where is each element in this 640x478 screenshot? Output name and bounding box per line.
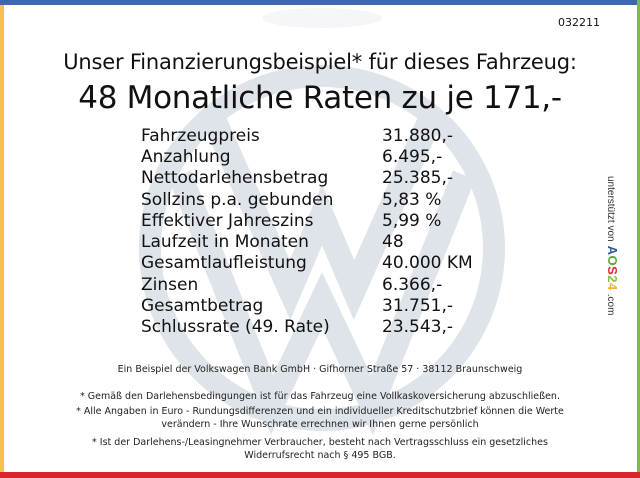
logo-letter-a: A — [605, 245, 620, 256]
footnote-values-line2: verändern - Ihre Wunschrate errechnen wi… — [161, 419, 479, 430]
logo-digit-2: 2 — [605, 275, 620, 284]
frame-left-border — [0, 5, 4, 472]
row-label: Laufzeit in Monaten — [141, 232, 309, 253]
row-label: Zinsen — [141, 274, 199, 295]
table-row: Zinsen 6.366,- — [141, 274, 473, 295]
table-row: Fahrzeugpreis 31.880,- — [141, 125, 473, 146]
footnote-withdrawal-line1: * Ist der Darlehens-/Leasingnehmer Verbr… — [92, 437, 548, 448]
supported-by-aos24: unterstützt von AOS24 .com — [605, 176, 620, 315]
row-label: Fahrzeugpreis — [141, 125, 260, 146]
row-value: 31.751,- — [382, 296, 454, 317]
headline-subtitle: Unser Finanzierungsbeispiel* für dieses … — [63, 50, 577, 74]
footnote-insurance: * Gemäß den Darlehensbedingungen ist für… — [80, 391, 560, 402]
table-row: Gesamtbetrag 31.751,- — [141, 295, 473, 316]
aos24-logo-icon: AOS24 — [605, 246, 620, 291]
row-label: Gesamtbetrag — [141, 296, 264, 317]
row-value: 31.880,- — [382, 125, 454, 146]
row-value: 5,99 % — [382, 210, 442, 231]
frame-bottom-border — [0, 472, 640, 478]
logo-letter-s: S — [605, 266, 620, 276]
row-label: Gesamtlaufleistung — [141, 253, 307, 274]
row-value: 25.385,- — [382, 168, 454, 189]
row-label: Anzahlung — [141, 146, 231, 167]
row-label: Nettodarlehensbetrag — [141, 168, 329, 189]
row-value: 6.495,- — [382, 146, 443, 167]
table-row: Sollzins p.a. gebunden 5,83 % — [141, 189, 473, 210]
footnote-values-line1: * Alle Angaben in Euro - Rundungsdiffere… — [76, 406, 564, 417]
table-row: Laufzeit in Monaten 48 — [141, 231, 473, 252]
footnote-withdrawal: * Ist der Darlehens-/Leasingnehmer Verbr… — [20, 436, 620, 462]
table-row: Anzahlung 6.495,- — [141, 146, 473, 167]
frame-top-border — [0, 0, 640, 5]
row-label: Schlussrate (49. Rate) — [141, 317, 330, 338]
row-value: 23.543,- — [382, 317, 454, 338]
row-value: 48 — [382, 232, 404, 253]
logo-digit-4: 4 — [605, 283, 620, 291]
row-value: 40.000 KM — [382, 253, 473, 274]
row-label: Effektiver Jahreszins — [141, 210, 314, 231]
table-row: Schlussrate (49. Rate) 23.543,- — [141, 317, 473, 338]
bank-note: Ein Beispiel der Volkswagen Bank GmbH · … — [117, 364, 523, 375]
footnote-values: * Alle Angaben in Euro - Rundungsdiffere… — [20, 405, 620, 431]
reference-code: 032211 — [558, 16, 600, 29]
headline-title: 48 Monatliche Raten zu je 171,- — [78, 80, 562, 116]
financing-table: Fahrzeugpreis 31.880,- Anzahlung 6.495,- N… — [141, 125, 473, 338]
table-row: Effektiver Jahreszins 5,99 % — [141, 210, 473, 231]
supported-by-domain: .com — [605, 293, 616, 316]
table-row: Gesamtlaufleistung 40.000 KM — [141, 253, 473, 274]
row-label: Sollzins p.a. gebunden — [141, 189, 334, 210]
row-value: 6.366,- — [382, 274, 443, 295]
footnote-withdrawal-line2: Widerrufsrecht nach § 495 BGB. — [244, 450, 396, 461]
logo-letter-o: O — [605, 255, 620, 267]
row-value: 5,83 % — [382, 189, 442, 210]
frame-right-border — [637, 0, 640, 472]
table-row: Nettodarlehensbetrag 25.385,- — [141, 168, 473, 189]
supported-by-label: unterstützt von — [605, 176, 616, 242]
